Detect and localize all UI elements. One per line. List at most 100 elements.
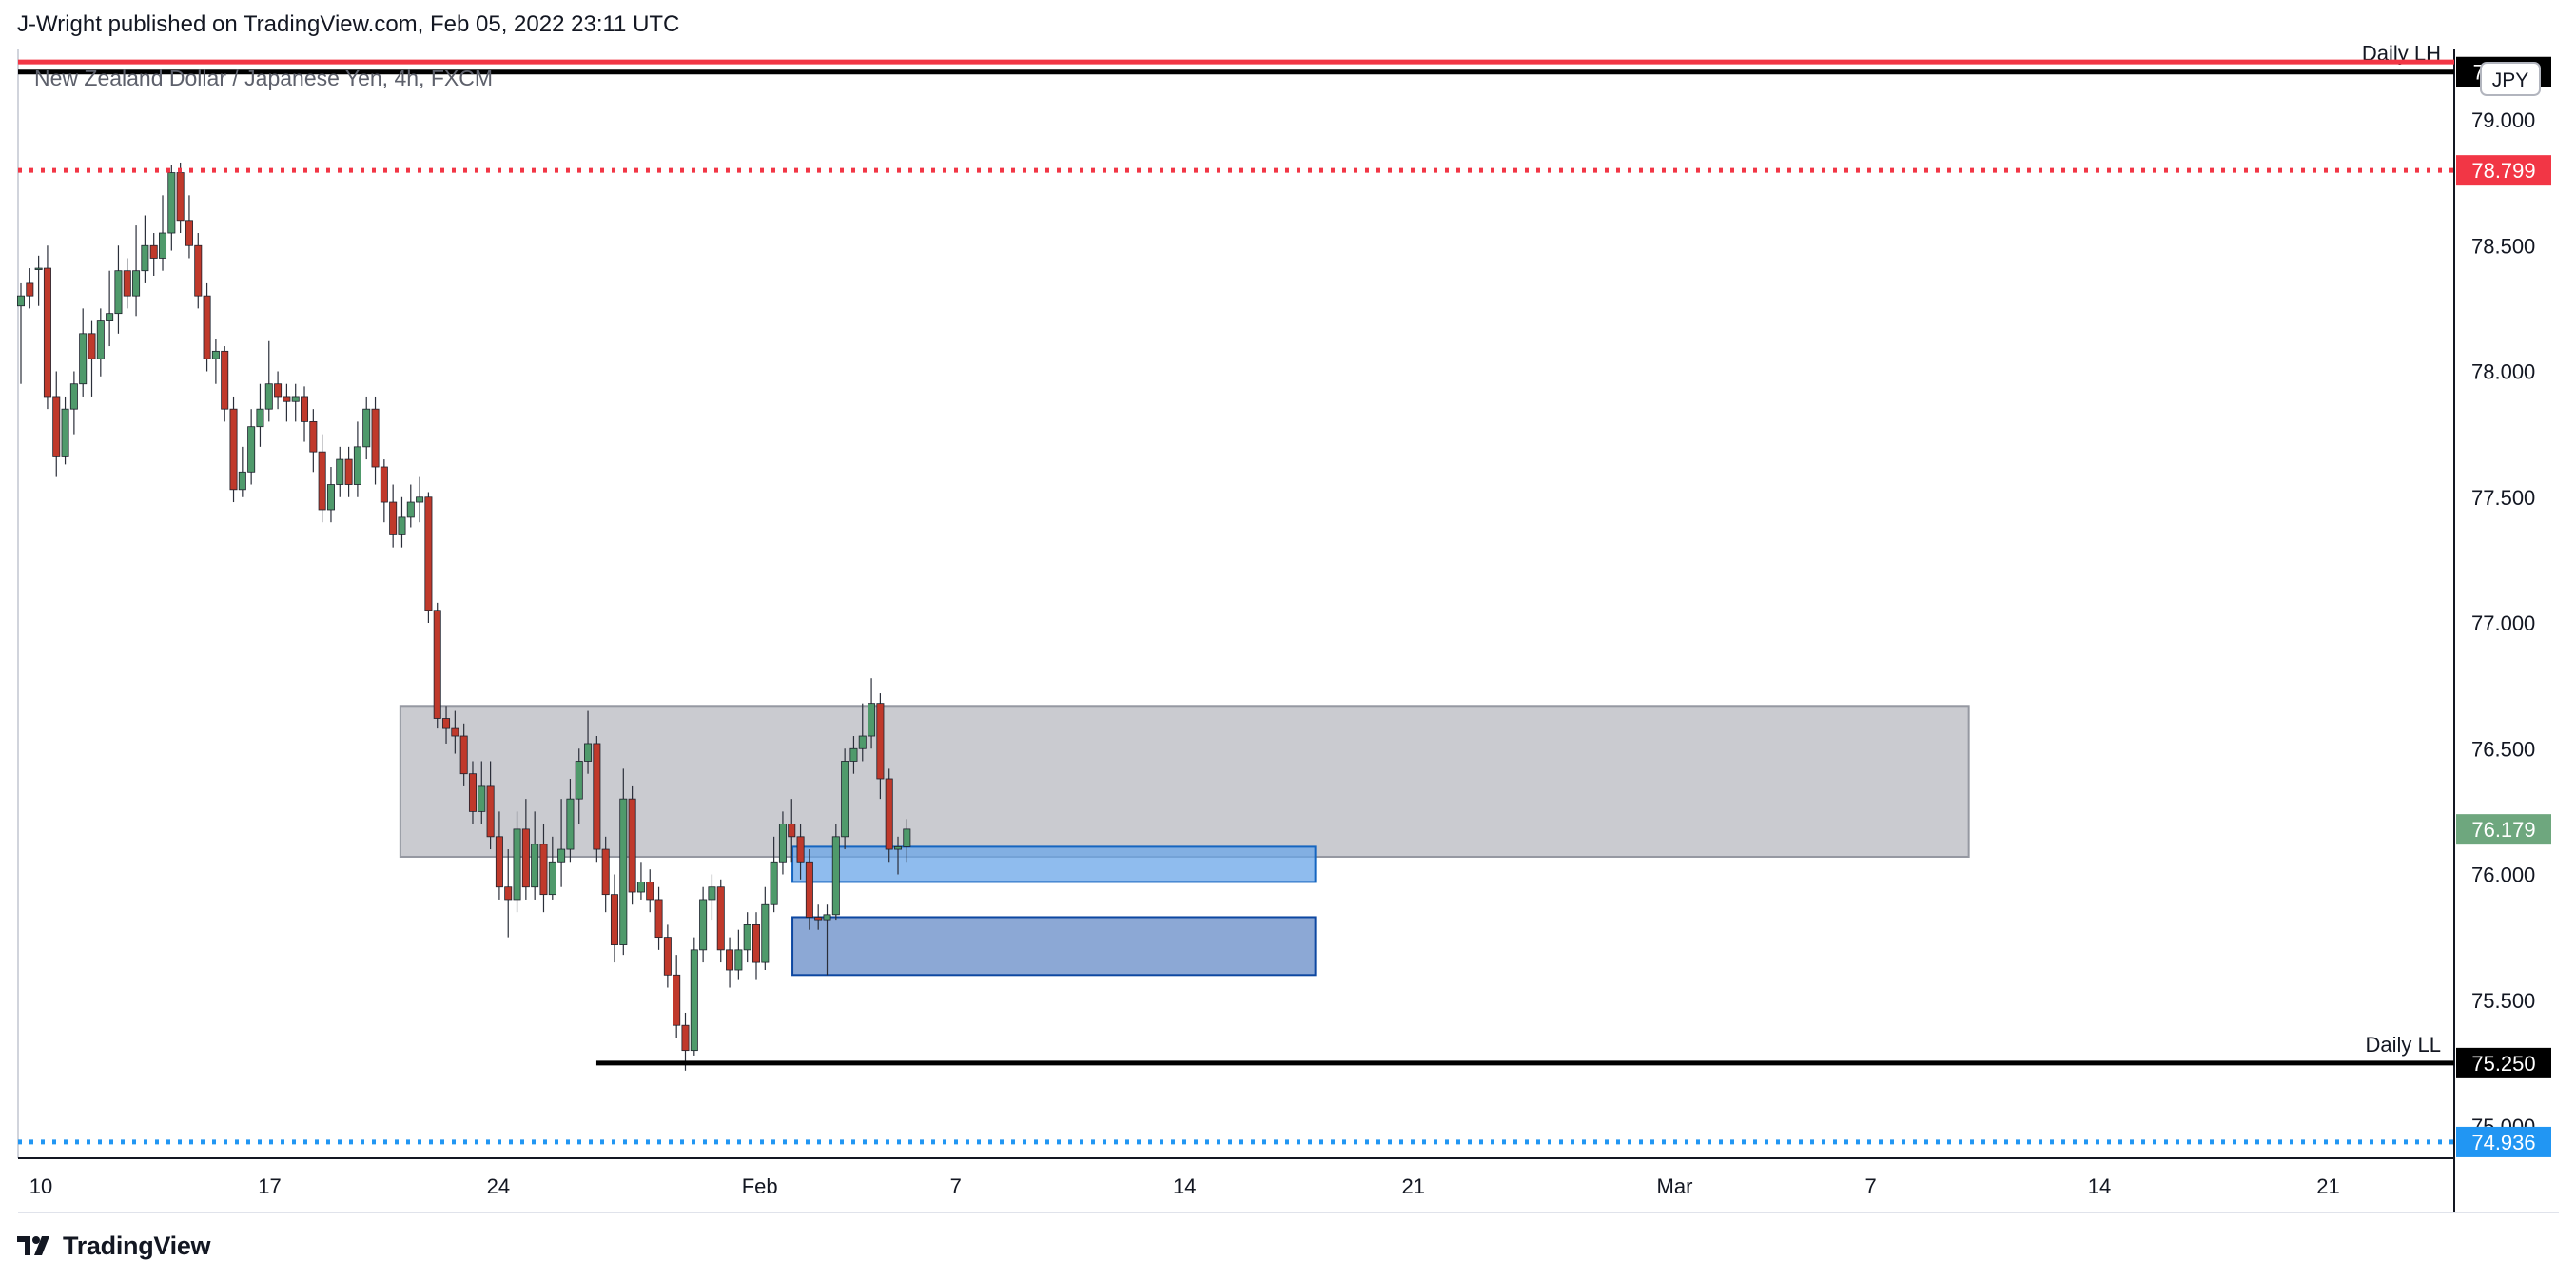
candle-up bbox=[61, 396, 69, 465]
candle-down bbox=[52, 371, 61, 477]
candle-body bbox=[380, 466, 388, 503]
candle-body bbox=[743, 924, 751, 951]
candle-down bbox=[301, 386, 309, 442]
candle-body bbox=[584, 743, 593, 762]
candle-down bbox=[88, 320, 96, 397]
time-axis[interactable]: 10 17 24 Feb 7 14 21 Mar 7 14 21 bbox=[29, 1174, 2340, 1198]
footer-brand[interactable]: TradingView bbox=[17, 1227, 211, 1265]
candle-body bbox=[636, 882, 645, 893]
candle-up bbox=[849, 736, 858, 774]
blue-demand-zone-upper bbox=[791, 845, 1317, 883]
candle-body bbox=[663, 937, 672, 976]
candle-body bbox=[868, 703, 876, 737]
candle-up bbox=[557, 799, 566, 887]
candle-body bbox=[478, 785, 486, 812]
candle-body bbox=[681, 1024, 690, 1052]
candle-up bbox=[478, 761, 486, 824]
candle-up bbox=[743, 912, 751, 963]
candle-up bbox=[16, 282, 25, 384]
candle-body bbox=[903, 828, 911, 847]
candle-body bbox=[788, 824, 796, 838]
candle-down bbox=[203, 282, 211, 372]
candle-up bbox=[761, 886, 770, 971]
candle-down bbox=[194, 233, 203, 309]
candle-down bbox=[26, 268, 34, 309]
candle-up bbox=[831, 824, 840, 921]
candle-down bbox=[495, 811, 503, 900]
candle-down bbox=[673, 955, 681, 1038]
candle-up bbox=[566, 778, 575, 863]
candle-body bbox=[353, 446, 361, 485]
candle-up bbox=[584, 710, 593, 774]
candle-body bbox=[575, 761, 583, 800]
candle-down bbox=[380, 459, 388, 523]
candle-down bbox=[628, 785, 636, 905]
candle-down bbox=[344, 446, 353, 497]
candle-body bbox=[761, 903, 770, 963]
candle-body bbox=[531, 844, 539, 888]
candle-up bbox=[69, 371, 78, 435]
candle-up bbox=[291, 383, 300, 422]
candle-down bbox=[283, 383, 291, 422]
candle-body bbox=[88, 333, 96, 359]
candle-down bbox=[814, 904, 823, 930]
candle-body bbox=[318, 451, 326, 511]
candle-body bbox=[229, 408, 238, 491]
candle-body bbox=[548, 861, 556, 896]
candle-up bbox=[858, 703, 867, 762]
candle-body bbox=[805, 861, 813, 918]
candle-body bbox=[699, 899, 708, 951]
price-tag-bg bbox=[2456, 155, 2551, 186]
tradingview-logo-icon bbox=[17, 1236, 49, 1255]
candle-body bbox=[894, 846, 903, 850]
candle-body bbox=[167, 172, 176, 234]
candle-down bbox=[593, 736, 601, 863]
candle-body bbox=[238, 471, 246, 491]
price-tag-bg bbox=[2456, 1126, 2551, 1157]
candle-down bbox=[389, 484, 398, 548]
candle-body bbox=[211, 350, 220, 359]
currency-badge[interactable]: JPY bbox=[2480, 62, 2541, 96]
candle-down bbox=[433, 602, 441, 729]
candle-body bbox=[185, 220, 193, 246]
price-tag-red: 78.799 bbox=[2456, 155, 2551, 186]
time-tick: 21 bbox=[2316, 1174, 2339, 1198]
candle-body bbox=[43, 267, 51, 398]
candle-body bbox=[654, 899, 663, 939]
price-axis[interactable]: 79.000 78.500 78.000 77.500 77.000 76.500 76.0… bbox=[2471, 108, 2535, 1138]
candle-up bbox=[708, 874, 716, 921]
time-tick: Mar bbox=[1657, 1174, 1693, 1198]
candle-body bbox=[326, 484, 335, 511]
candle-down bbox=[521, 799, 530, 900]
candle-body bbox=[708, 886, 716, 901]
price-tag-blue: 74.936 bbox=[2456, 1126, 2551, 1157]
publisher-line: J-Wright published on TradingView.com, F… bbox=[17, 11, 680, 37]
candle-up bbox=[106, 270, 114, 347]
candle-up bbox=[513, 811, 521, 913]
candle-body bbox=[398, 516, 406, 535]
symbol-title: New Zealand Dollar / Japanese Yen, 4h, F… bbox=[34, 66, 493, 90]
candle-body bbox=[814, 917, 823, 921]
candle-up bbox=[868, 678, 876, 749]
candle-up bbox=[903, 819, 911, 863]
price-tick: 78.000 bbox=[2471, 360, 2535, 384]
candle-up bbox=[406, 484, 415, 528]
candle-down bbox=[876, 693, 885, 800]
blue-demand-zone-lower bbox=[791, 916, 1317, 977]
time-tick: 17 bbox=[258, 1174, 281, 1198]
candle-body bbox=[159, 232, 167, 259]
candle-up bbox=[619, 768, 628, 956]
price-tag-black: 75.250 bbox=[2456, 1047, 2551, 1078]
candle-body bbox=[601, 848, 610, 896]
candle-body bbox=[61, 408, 69, 457]
candle-body bbox=[646, 882, 654, 901]
candle-body bbox=[831, 836, 840, 916]
candle-up bbox=[531, 811, 539, 900]
candle-body bbox=[778, 824, 787, 863]
candle-body bbox=[264, 383, 273, 410]
candle-down bbox=[601, 836, 610, 913]
candle-body bbox=[716, 886, 725, 951]
candle-body bbox=[344, 458, 353, 485]
